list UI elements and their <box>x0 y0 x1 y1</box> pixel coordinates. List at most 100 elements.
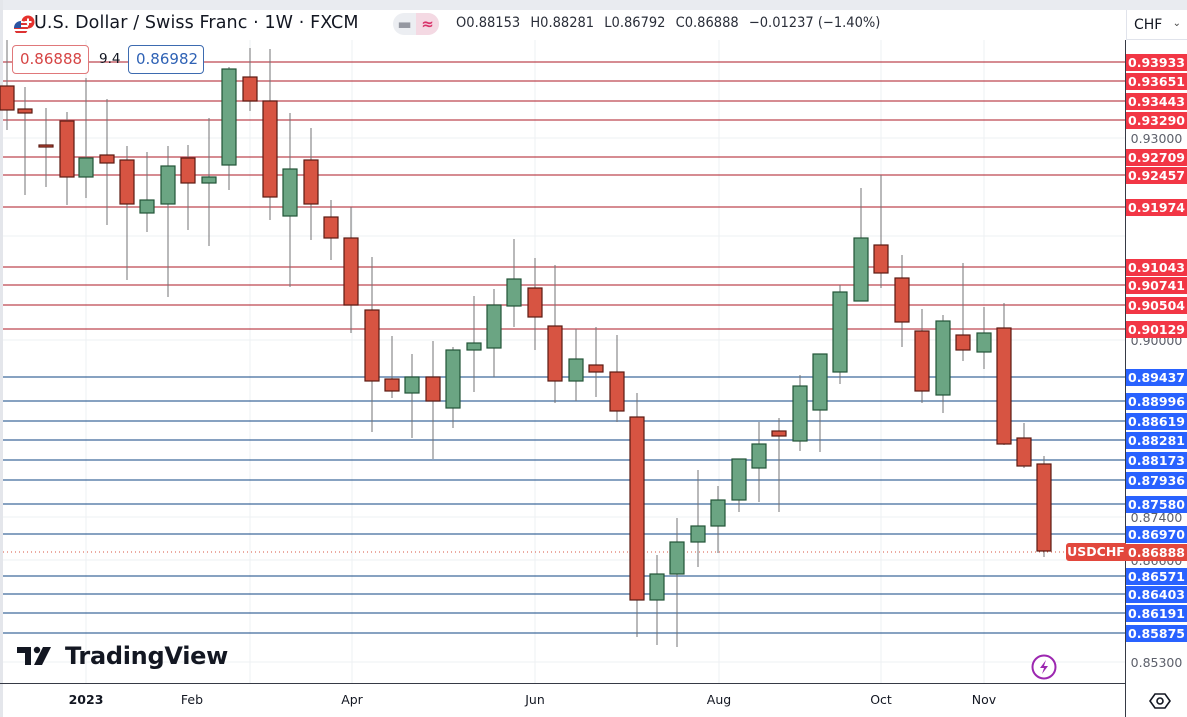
spread-value: 9.4 <box>99 51 121 67</box>
candle[interactable] <box>506 278 522 307</box>
candle[interactable] <box>649 573 665 601</box>
candle[interactable] <box>221 68 237 166</box>
candle[interactable] <box>119 159 135 205</box>
candle[interactable] <box>832 291 848 373</box>
candle[interactable] <box>160 165 176 205</box>
candle[interactable] <box>669 541 685 575</box>
candle[interactable] <box>1016 437 1032 467</box>
candle[interactable] <box>812 353 828 411</box>
candle[interactable] <box>996 327 1012 445</box>
resistance-level-label: 0.93290 <box>1126 112 1187 129</box>
time-axis-label: Apr <box>341 692 363 707</box>
resistance-level-label: 0.92457 <box>1126 167 1187 184</box>
candle[interactable] <box>99 154 115 164</box>
settings-hexagon-icon[interactable] <box>1149 690 1171 712</box>
tradingview-logo-icon <box>17 646 51 665</box>
candle[interactable] <box>445 349 461 409</box>
resistance-level-label: 0.91043 <box>1126 259 1187 276</box>
resistance-level-label: 0.90741 <box>1126 277 1187 294</box>
sell-button[interactable]: 0.86888 <box>12 45 89 74</box>
candle[interactable] <box>201 176 217 184</box>
time-axis-border <box>0 683 1126 684</box>
candle[interactable] <box>38 144 54 148</box>
tradingview-logo[interactable]: TradingView <box>17 642 228 670</box>
support-level-label: 0.88281 <box>1126 432 1187 449</box>
chevron-down-icon: ⌄ <box>1172 18 1181 29</box>
support-level-label: 0.88619 <box>1126 413 1187 430</box>
support-level-label: 0.88173 <box>1126 452 1187 469</box>
candle[interactable] <box>609 371 625 412</box>
support-level-label: 0.87936 <box>1126 472 1187 489</box>
wave-toggle-icon[interactable]: ≈ <box>416 13 439 35</box>
candle[interactable] <box>710 499 726 527</box>
candle[interactable] <box>629 416 645 601</box>
resistance-level-label: 0.90504 <box>1126 297 1187 314</box>
candle[interactable] <box>588 364 604 373</box>
candle[interactable] <box>527 287 543 318</box>
price-axis-border <box>1125 40 1126 717</box>
candle[interactable] <box>343 237 359 306</box>
support-level-label: 0.88996 <box>1126 393 1187 410</box>
candle[interactable] <box>751 443 767 469</box>
top-strip <box>0 0 1187 10</box>
flag-us-ch-icon <box>14 15 35 35</box>
resistance-level-label: 0.92709 <box>1126 149 1187 166</box>
candle[interactable] <box>303 159 319 205</box>
support-level-label: 0.87580 <box>1126 496 1187 513</box>
left-strip <box>0 0 3 717</box>
axis-price-label: 0.85300 <box>1130 655 1183 670</box>
currency-select[interactable]: CHF ⌄ <box>1126 10 1187 40</box>
minus-toggle-icon[interactable]: ▬ <box>397 15 412 33</box>
candle[interactable] <box>404 376 420 394</box>
resistance-level-label: 0.93651 <box>1126 73 1187 90</box>
close-value: C0.86888 <box>675 15 739 31</box>
candle[interactable] <box>1036 463 1052 552</box>
candle[interactable] <box>425 376 441 402</box>
candle[interactable] <box>771 430 787 437</box>
candle[interactable] <box>486 304 502 349</box>
candle[interactable] <box>262 100 278 198</box>
lightning-bolt-icon[interactable] <box>1030 653 1058 681</box>
candle[interactable] <box>364 309 380 382</box>
candle[interactable] <box>894 277 910 323</box>
candle[interactable] <box>547 325 563 382</box>
open-value: O0.88153 <box>456 15 521 31</box>
time-axis-label: Nov <box>971 692 997 707</box>
candle[interactable] <box>384 378 400 392</box>
change-value: −0.01237 (−1.40%) <box>748 15 881 31</box>
buy-button[interactable]: 0.86982 <box>128 45 204 74</box>
candle[interactable] <box>955 334 971 351</box>
axis-price-label: 0.87400 <box>1130 510 1183 525</box>
support-level-label: 0.85875 <box>1126 625 1187 642</box>
candle[interactable] <box>17 108 33 114</box>
currency-label: CHF <box>1134 17 1163 33</box>
candle[interactable] <box>59 120 75 178</box>
candle[interactable] <box>873 244 889 274</box>
time-axis-label: Feb <box>180 692 204 707</box>
resistance-level-label: 0.91974 <box>1126 199 1187 216</box>
candle[interactable] <box>242 76 258 102</box>
time-axis-label: 2023 <box>68 692 104 707</box>
candle[interactable] <box>976 332 992 353</box>
candle[interactable] <box>282 168 298 217</box>
candle[interactable] <box>914 330 930 392</box>
low-value: L0.86792 <box>604 15 666 31</box>
time-axis-label: Aug <box>706 692 732 707</box>
candle[interactable] <box>853 237 869 302</box>
legend-toggles[interactable]: ▬ ≈ <box>393 13 439 35</box>
time-axis-label: Oct <box>870 692 892 707</box>
symbol-title[interactable]: U.S. Dollar / Swiss Franc · 1W · FXCM <box>34 13 359 33</box>
candle[interactable] <box>139 199 155 214</box>
candle[interactable] <box>466 342 482 351</box>
candle[interactable] <box>78 157 94 178</box>
candle[interactable] <box>0 85 15 111</box>
candle[interactable] <box>180 157 196 184</box>
candle[interactable] <box>323 216 339 239</box>
current-price-label: 0.86888 <box>1126 544 1187 561</box>
candle[interactable] <box>731 458 747 501</box>
candle[interactable] <box>792 385 808 442</box>
candle[interactable] <box>568 358 584 382</box>
candle[interactable] <box>935 320 951 396</box>
candle[interactable] <box>690 525 706 543</box>
